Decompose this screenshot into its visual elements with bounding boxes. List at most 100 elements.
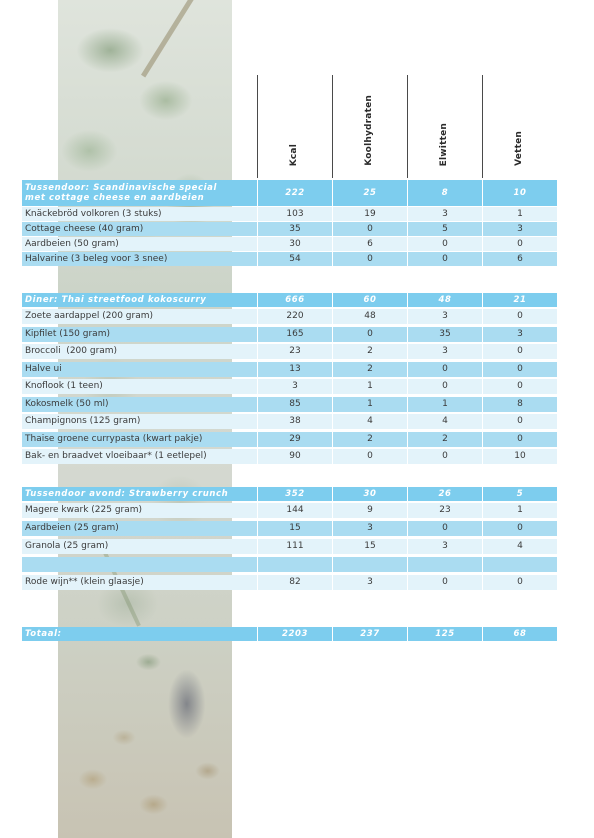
item-name: Rode wijn** (klein glaasje) — [22, 575, 257, 590]
fat-value: 4 — [483, 539, 557, 554]
protein-value: 1 — [408, 397, 482, 412]
protein-value: 0 — [408, 237, 482, 251]
carbs-value: 15 — [333, 539, 407, 554]
table-row: Thaise groene currypasta (kwart pakje) 2… — [22, 432, 557, 447]
table-row: Knäckebröd volkoren (3 stuks) 103 19 3 1 — [22, 207, 557, 221]
kcal-value: 30 — [258, 237, 332, 251]
protein-value: 0 — [408, 521, 482, 536]
kcal-value: 90 — [258, 449, 332, 464]
carbs-value: 2 — [333, 344, 407, 359]
carbs-value: 48 — [333, 309, 407, 324]
protein-value: 0 — [408, 252, 482, 266]
fat-value: 0 — [483, 414, 557, 429]
column-header-kcal: Kcal — [257, 75, 332, 178]
section-carbs-total: 25 — [333, 180, 407, 206]
empty-row — [22, 557, 557, 572]
carbs-value: 19 — [333, 207, 407, 221]
protein-value: 0 — [408, 362, 482, 377]
column-label-carbs: Koolhydraten — [364, 95, 374, 166]
kcal-value: 23 — [258, 344, 332, 359]
item-name: Granola (25 gram) — [22, 539, 257, 554]
fat-value: 3 — [483, 327, 557, 342]
kcal-value: 38 — [258, 414, 332, 429]
fat-value: 1 — [483, 503, 557, 518]
empty-cell — [258, 557, 332, 572]
item-name: Kokosmelk (50 ml) — [22, 397, 257, 412]
carbs-value: 0 — [333, 252, 407, 266]
fat-value: 0 — [483, 237, 557, 251]
carbs-value: 0 — [333, 449, 407, 464]
carbs-value: 6 — [333, 237, 407, 251]
empty-cell — [408, 557, 482, 572]
protein-value: 2 — [408, 432, 482, 447]
protein-value: 3 — [408, 207, 482, 221]
table-row: Aardbeien (25 gram) 15 3 0 0 — [22, 521, 557, 536]
total-row: Totaal: 2203 237 125 68 — [22, 627, 557, 641]
empty-cell — [22, 557, 257, 572]
fat-value: 6 — [483, 252, 557, 266]
table-row: Halvarine (3 beleg voor 3 snee) 54 0 0 6 — [22, 252, 557, 266]
fat-value: 0 — [483, 432, 557, 447]
protein-value: 3 — [408, 309, 482, 324]
kcal-value: 82 — [258, 575, 332, 590]
protein-value: 0 — [408, 449, 482, 464]
protein-value: 3 — [408, 539, 482, 554]
carbs-value: 2 — [333, 432, 407, 447]
column-label-protein: Elwitten — [439, 122, 449, 166]
table-row: Kipfilet (150 gram) 165 0 35 3 — [22, 327, 557, 342]
kcal-value: 3 — [258, 379, 332, 394]
column-header-carbs: Koolhydraten — [332, 75, 407, 178]
kcal-value: 15 — [258, 521, 332, 536]
item-name: Thaise groene currypasta (kwart pakje) — [22, 432, 257, 447]
section-title: Tussendoor: Scandinavische special met c… — [22, 180, 257, 206]
empty-cell — [333, 557, 407, 572]
item-name: Knäckebröd volkoren (3 stuks) — [22, 207, 257, 221]
kcal-value: 54 — [258, 252, 332, 266]
kcal-value: 103 — [258, 207, 332, 221]
fat-value: 3 — [483, 222, 557, 236]
table-row: Aardbeien (50 gram) 30 6 0 0 — [22, 237, 557, 251]
section-protein-total: 26 — [408, 487, 482, 501]
table-row: Kokosmelk (50 ml) 85 1 1 8 — [22, 397, 557, 412]
kcal-value: 13 — [258, 362, 332, 377]
photo-branch — [141, 0, 199, 78]
empty-cell — [483, 557, 557, 572]
table-row: Rode wijn** (klein glaasje) 82 3 0 0 — [22, 575, 557, 590]
fat-value: 1 — [483, 207, 557, 221]
item-name: Halvarine (3 beleg voor 3 snee) — [22, 252, 257, 266]
table-row: Knoflook (1 teen) 3 1 0 0 — [22, 379, 557, 394]
fat-value: 8 — [483, 397, 557, 412]
carbs-value: 3 — [333, 575, 407, 590]
item-name: Aardbeien (50 gram) — [22, 237, 257, 251]
table-row: Cottage cheese (40 gram) 35 0 5 3 — [22, 222, 557, 236]
item-name: Magere kwark (225 gram) — [22, 503, 257, 518]
item-name: Kipfilet (150 gram) — [22, 327, 257, 342]
section-title: Diner: Thai streetfood kokoscurry — [22, 293, 257, 307]
section-header: Tussendoor avond: Strawberry crunch 352 … — [22, 487, 557, 501]
table-row: Broccoli (200 gram) 23 2 3 0 — [22, 344, 557, 359]
item-name: Halve ui — [22, 362, 257, 377]
column-label-kcal: Kcal — [289, 143, 299, 166]
fat-value: 0 — [483, 379, 557, 394]
fat-value: 0 — [483, 344, 557, 359]
total-label: Totaal: — [22, 627, 257, 641]
protein-value: 5 — [408, 222, 482, 236]
total-fat: 68 — [483, 627, 557, 641]
carbs-value: 0 — [333, 327, 407, 342]
section-header: Diner: Thai streetfood kokoscurry 666 60… — [22, 293, 557, 307]
kcal-value: 29 — [258, 432, 332, 447]
kcal-value: 144 — [258, 503, 332, 518]
carbs-value: 1 — [333, 397, 407, 412]
item-name: Zoete aardappel (200 gram) — [22, 309, 257, 324]
fat-value: 0 — [483, 362, 557, 377]
kcal-value: 111 — [258, 539, 332, 554]
fat-value: 0 — [483, 575, 557, 590]
carbs-value: 4 — [333, 414, 407, 429]
item-name: Aardbeien (25 gram) — [22, 521, 257, 536]
item-name: Cottage cheese (40 gram) — [22, 222, 257, 236]
carbs-value: 2 — [333, 362, 407, 377]
total-kcal: 2203 — [258, 627, 332, 641]
kcal-value: 35 — [258, 222, 332, 236]
protein-value: 4 — [408, 414, 482, 429]
fat-value: 0 — [483, 309, 557, 324]
